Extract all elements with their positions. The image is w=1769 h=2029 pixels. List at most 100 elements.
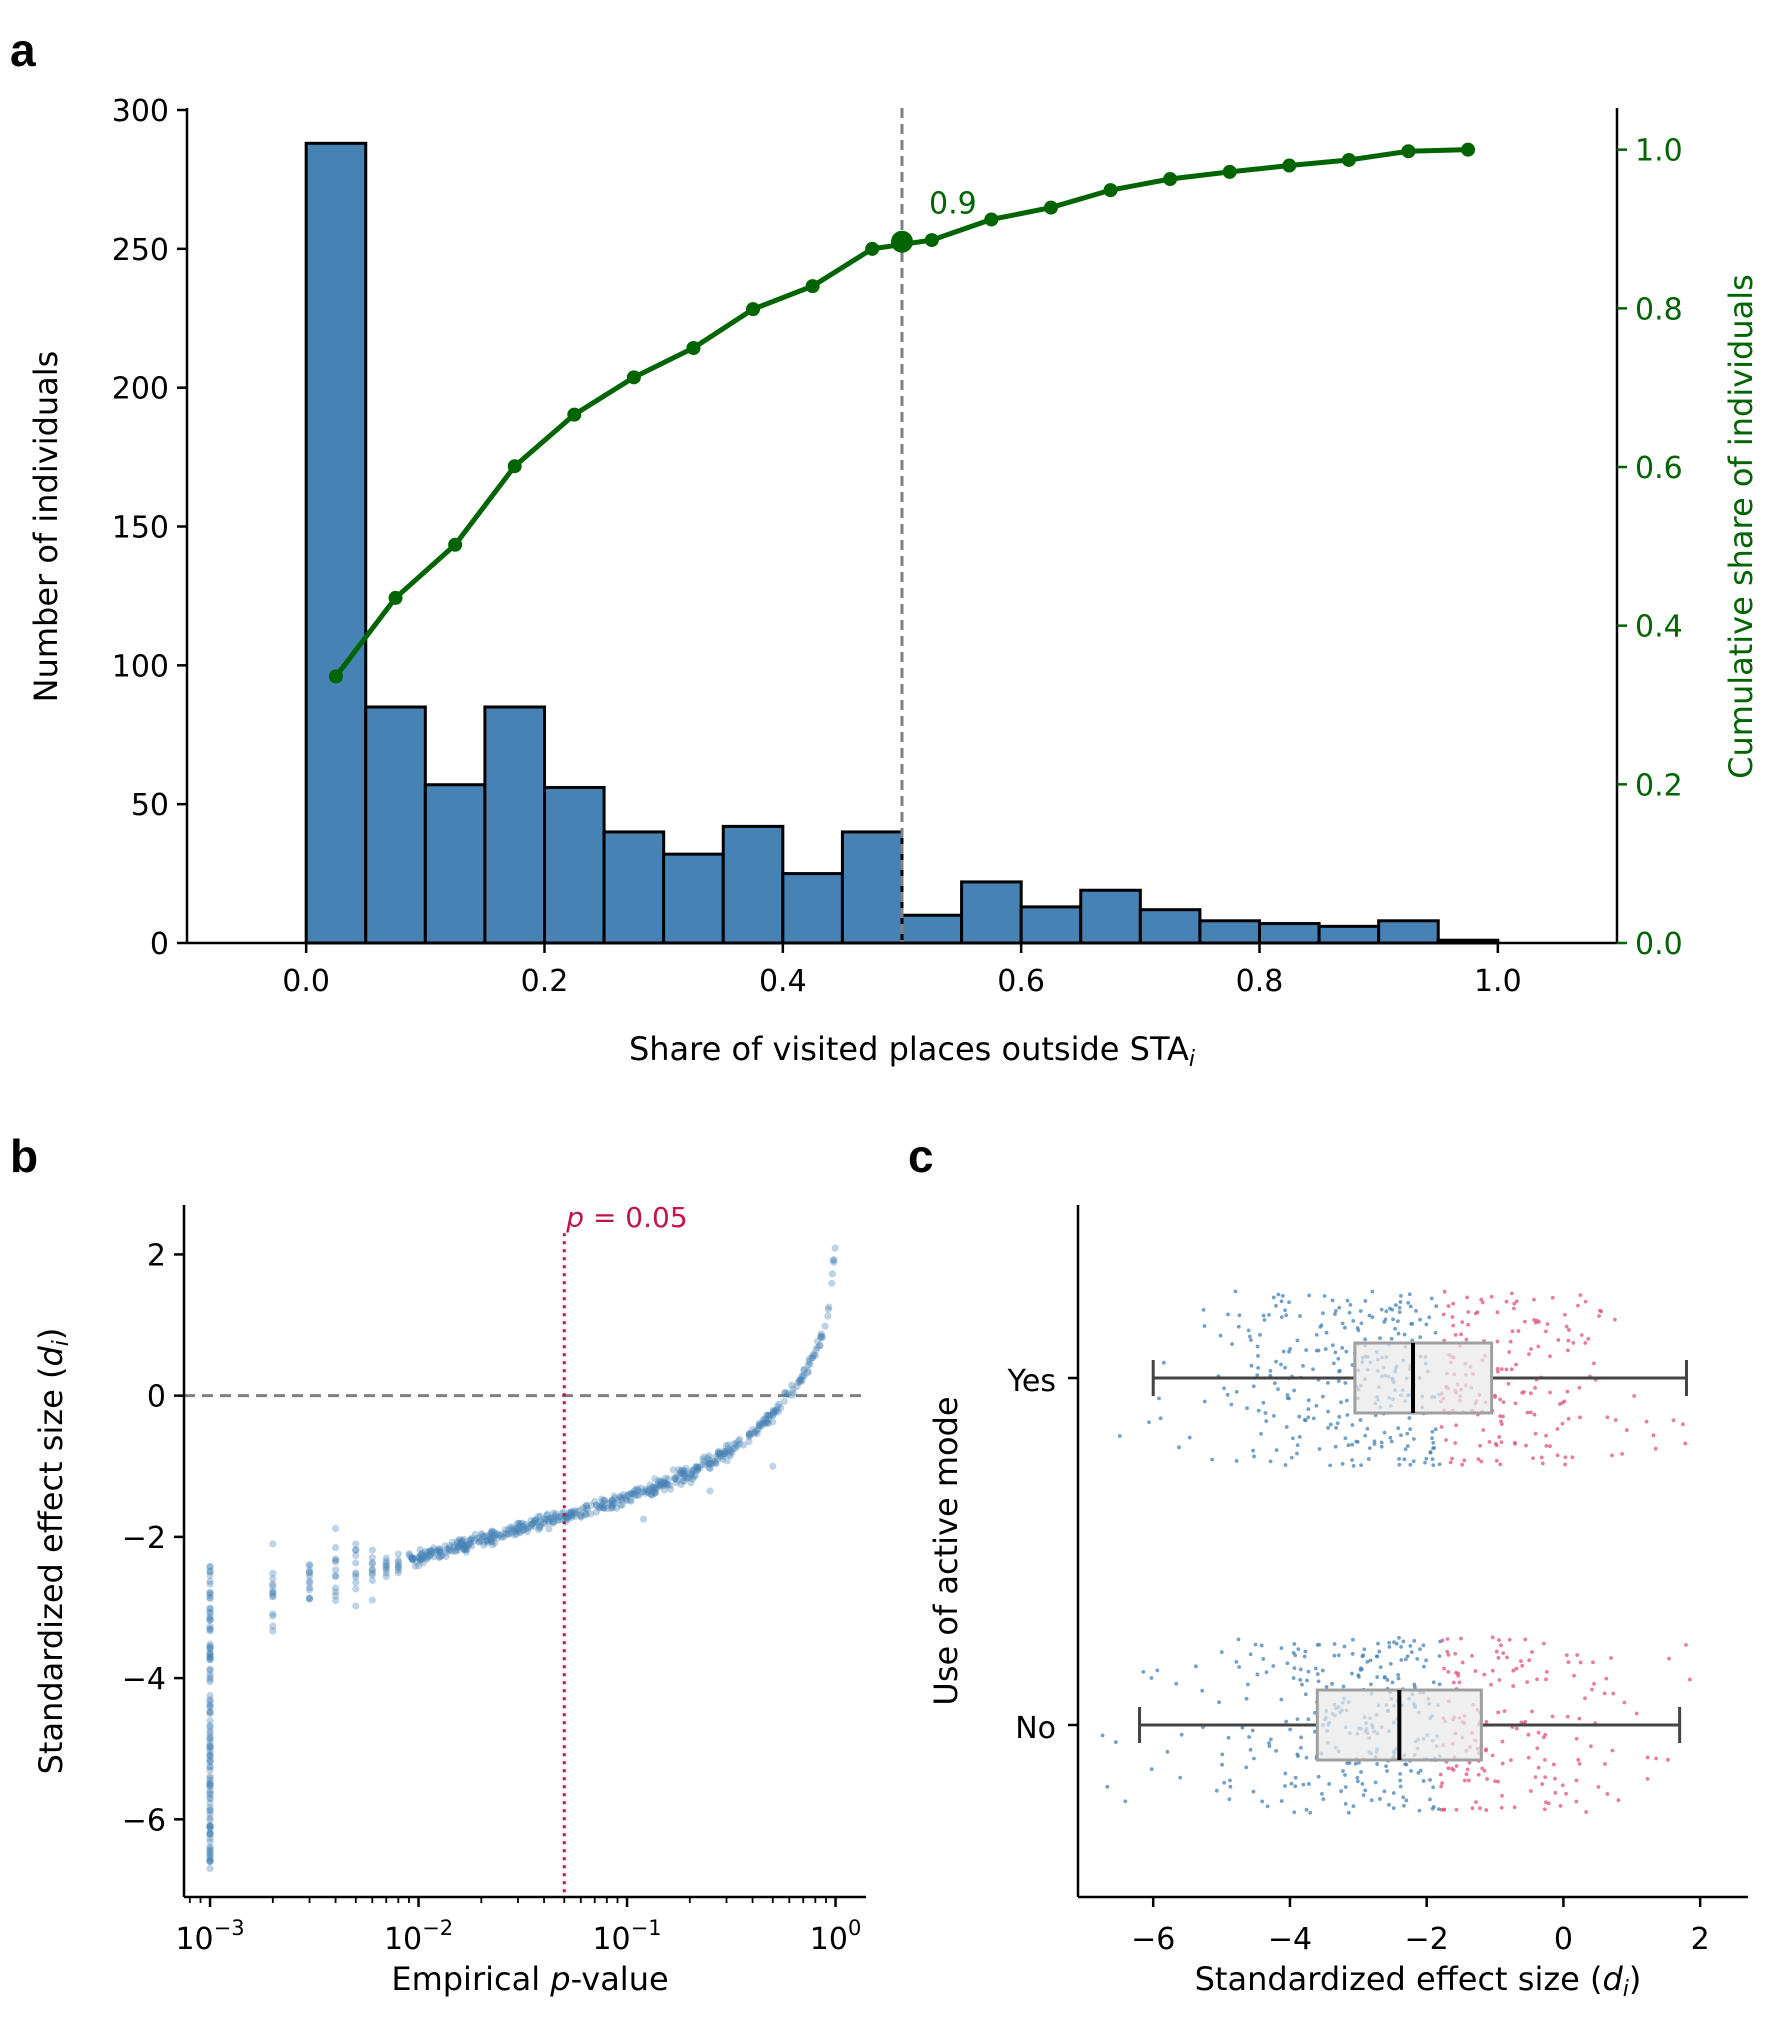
scatter-point <box>206 1763 214 1771</box>
jitter-point <box>1353 1761 1358 1766</box>
scatter-point <box>598 1502 606 1511</box>
scatter-point <box>682 1474 690 1482</box>
scatter-point <box>528 1520 536 1528</box>
jitter-point <box>1237 1665 1242 1669</box>
jitter-point <box>1225 1392 1230 1397</box>
jitter-point <box>1193 1664 1198 1669</box>
jitter-point <box>1370 1315 1375 1320</box>
y-right-tick-label: 0.0 <box>1635 927 1683 962</box>
scatter-point <box>700 1458 708 1466</box>
scatter-point <box>382 1554 390 1562</box>
scatter-point <box>483 1536 491 1544</box>
jitter-point <box>1577 1385 1582 1390</box>
jitter-point <box>1480 1766 1485 1771</box>
jitter-point <box>1451 1301 1456 1306</box>
scatter-point <box>504 1526 512 1534</box>
jitter-point <box>1416 1770 1421 1775</box>
jitter-point <box>1358 1418 1363 1422</box>
scatter-point <box>796 1378 804 1386</box>
scatter-point <box>755 1419 764 1427</box>
jitter-point <box>1393 1326 1397 1331</box>
jitter-point <box>1397 1457 1401 1461</box>
scatter-point <box>206 1821 214 1830</box>
scatter-point <box>623 1496 631 1505</box>
y-tick-label: 300 <box>112 94 169 129</box>
jitter-point <box>1334 1425 1339 1430</box>
jitter-point <box>1202 1324 1207 1328</box>
histogram-bar <box>364 705 427 945</box>
scatter-point <box>206 1640 214 1648</box>
scatter-point <box>534 1512 542 1521</box>
scatter-point <box>805 1357 813 1366</box>
jitter-point <box>1520 1663 1525 1668</box>
scatter-point <box>799 1372 807 1380</box>
scatter-point <box>206 1782 214 1790</box>
jitter-point <box>1291 1676 1296 1680</box>
jitter-point <box>1279 1315 1284 1320</box>
scatter-point <box>800 1365 808 1373</box>
jitter-point <box>1324 1684 1329 1689</box>
jitter-point <box>1442 1666 1446 1671</box>
scatter-point <box>545 1518 553 1526</box>
scatter-point <box>777 1404 785 1412</box>
jitter-point <box>1500 1761 1505 1766</box>
jitter-point <box>1372 1442 1377 1446</box>
scatter-point <box>456 1541 464 1549</box>
scatter-point <box>495 1531 503 1539</box>
jitter-point <box>1421 1643 1426 1648</box>
scatter-point <box>206 1729 214 1738</box>
jitter-point <box>1542 1757 1547 1762</box>
scatter-point <box>617 1496 625 1504</box>
jitter-point <box>1542 1807 1547 1812</box>
scatter-point <box>420 1552 428 1561</box>
scatter-point <box>618 1501 626 1509</box>
scatter-point <box>206 1608 214 1616</box>
scatter-point <box>206 1751 214 1759</box>
jitter-point <box>1430 1436 1434 1441</box>
jitter-point <box>1252 1454 1256 1459</box>
scatter-point <box>662 1474 670 1482</box>
jitter-point <box>1498 1397 1503 1402</box>
jitter-point <box>1430 1429 1435 1434</box>
scatter-point <box>473 1534 481 1543</box>
scatter-point <box>305 1567 314 1575</box>
scatter-point <box>547 1515 555 1523</box>
jitter-point <box>1292 1388 1297 1393</box>
jitter-point <box>1308 1810 1313 1815</box>
scatter-point <box>699 1455 707 1463</box>
jitter-point <box>1528 1391 1533 1396</box>
scatter-point <box>725 1445 733 1453</box>
jitter-point <box>1514 1362 1518 1367</box>
jitter-point <box>1200 1688 1205 1693</box>
scatter-point <box>582 1501 591 1510</box>
scatter-point <box>815 1342 824 1350</box>
scatter-point <box>650 1483 658 1491</box>
jitter-point <box>1489 1682 1493 1687</box>
scatter-point <box>206 1806 214 1814</box>
scatter-point <box>527 1516 535 1524</box>
jitter-point <box>1507 1350 1512 1354</box>
scatter-point <box>206 1742 214 1750</box>
scatter-point <box>591 1497 599 1506</box>
scatter-point <box>206 1627 214 1635</box>
jitter-point <box>1596 1785 1601 1789</box>
jitter-point <box>1440 1781 1444 1786</box>
jitter-point <box>1113 1740 1118 1745</box>
scatter-point <box>729 1445 737 1453</box>
jitter-point <box>1510 1329 1515 1334</box>
jitter-point <box>1340 1345 1345 1350</box>
scatter-point <box>483 1532 491 1540</box>
jitter-point <box>1530 1709 1534 1714</box>
scatter-point <box>688 1469 696 1478</box>
jitter-point <box>1500 1793 1504 1798</box>
scatter-point <box>600 1496 608 1504</box>
scatter-point <box>382 1562 390 1570</box>
jitter-point <box>1509 1367 1514 1372</box>
jitter-point <box>1556 1338 1561 1342</box>
scatter-point <box>660 1486 669 1494</box>
scatter-point <box>206 1734 214 1742</box>
scatter-point <box>305 1560 314 1569</box>
jitter-point <box>1616 1798 1621 1803</box>
jitter-point <box>1248 1334 1252 1339</box>
scatter-point <box>305 1577 314 1585</box>
